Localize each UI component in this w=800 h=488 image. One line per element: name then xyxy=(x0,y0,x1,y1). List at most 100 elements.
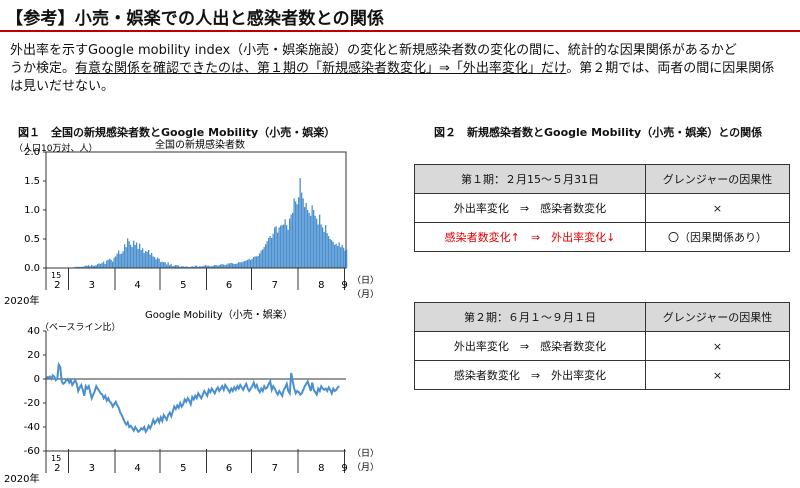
month-tick-label: 9 xyxy=(341,280,347,291)
case-bar xyxy=(164,262,166,268)
case-bar xyxy=(307,210,309,268)
case-bar xyxy=(260,250,262,268)
table-header-causality: グレンジャーの因果性 xyxy=(645,302,790,332)
case-bar xyxy=(149,254,151,268)
case-bar xyxy=(100,263,102,268)
case-bar xyxy=(275,226,277,268)
case-bar xyxy=(127,238,129,268)
case-bar xyxy=(320,224,322,268)
case-bar xyxy=(329,239,331,268)
case-bar xyxy=(155,259,157,268)
case-bar xyxy=(335,243,337,268)
case-bar xyxy=(178,265,180,268)
case-bar xyxy=(341,244,343,268)
month-tick-label: 8 xyxy=(318,463,324,474)
case-bar xyxy=(259,253,261,268)
case-bar xyxy=(278,227,280,268)
case-bar xyxy=(94,265,96,268)
case-bar xyxy=(218,265,220,268)
case-bar xyxy=(302,198,304,268)
case-bar xyxy=(103,261,105,268)
case-bar xyxy=(197,266,199,268)
table-cell-result: × xyxy=(645,331,790,361)
case-bar xyxy=(262,249,264,268)
case-bar xyxy=(121,253,123,268)
month-tick-label: 3 xyxy=(89,280,95,291)
case-bar xyxy=(299,178,301,268)
case-bar xyxy=(173,265,175,268)
case-bar xyxy=(176,265,178,268)
case-bar xyxy=(245,260,247,268)
case-bar xyxy=(179,266,181,268)
case-bar xyxy=(230,262,232,268)
case-bar xyxy=(250,259,252,268)
y-tick-label: 20 xyxy=(27,350,40,361)
case-bar xyxy=(83,266,85,268)
case-bar xyxy=(98,263,100,268)
case-bar xyxy=(251,258,253,268)
case-bar xyxy=(82,266,84,268)
table-row: 感染者数変化 ⇒ 外出率変化 × xyxy=(414,360,790,390)
title-divider xyxy=(0,30,800,32)
intro-line-2-c: 。第２期では、両者の間に因果関係 xyxy=(566,61,775,76)
case-bar xyxy=(184,266,186,268)
y-tick-label: 1.0 xyxy=(24,205,40,216)
case-bar xyxy=(163,262,165,268)
case-bar xyxy=(319,214,321,268)
case-bar xyxy=(200,266,202,268)
month-tick-label: 7 xyxy=(272,280,278,291)
case-bar xyxy=(220,264,222,268)
case-bar xyxy=(143,252,145,268)
case-bar xyxy=(97,263,99,268)
figure1-title: 図１ 全国の新規感染者数とGoogle Mobility（小売・娯楽） xyxy=(18,126,336,139)
case-bar xyxy=(296,204,298,268)
case-bar xyxy=(254,256,256,268)
case-bar xyxy=(247,259,249,268)
case-bar xyxy=(295,201,297,268)
case-bar xyxy=(112,261,114,268)
case-bar xyxy=(122,251,124,268)
month-tick-label: 4 xyxy=(134,280,140,291)
intro-key-finding: 有意な関係を確認できたのは、第１期の「新規感染者数変化」⇒「外出率変化」だけ xyxy=(75,61,567,76)
case-bar xyxy=(340,247,342,268)
month-tick-label: 8 xyxy=(318,280,324,291)
month-tick-label: 4 xyxy=(134,463,140,474)
cases-chart-title: 全国の新規感染者数 xyxy=(155,138,245,151)
case-bar xyxy=(301,192,303,268)
case-bar xyxy=(116,253,118,268)
case-bar xyxy=(310,215,312,268)
case-bar xyxy=(268,237,270,268)
case-bar xyxy=(298,197,300,268)
case-bar xyxy=(266,241,268,268)
granger-table-period1: 第１期：２月15～５月31日 グレンジャーの因果性 外出率変化 ⇒ 感染者数変化… xyxy=(414,164,790,252)
figure2-title: 図２ 新規感染者数とGoogle Mobility（小売・娯楽）との関係 xyxy=(434,126,763,139)
case-bar xyxy=(263,247,265,268)
case-bar xyxy=(274,227,276,268)
case-bar xyxy=(317,224,319,268)
case-bar xyxy=(188,266,190,268)
case-bar xyxy=(334,244,336,268)
cases-day-unit: （日） xyxy=(352,275,379,286)
case-bar xyxy=(88,265,90,268)
case-bar xyxy=(169,265,171,268)
case-bar xyxy=(239,262,241,268)
table-row: 外出率変化 ⇒ 感染者数変化 × xyxy=(414,193,790,223)
table-header-row: 第１期：２月15～５月31日 グレンジャーの因果性 xyxy=(414,164,790,194)
case-bar xyxy=(257,255,259,268)
case-bar xyxy=(196,265,198,268)
y-tick-label: 2.0 xyxy=(24,147,40,158)
y-tick-label: 40 xyxy=(27,326,40,337)
case-bar xyxy=(322,227,324,268)
table-cell-relation-significant: 感染者数変化↑ ⇒ 外出率変化↓ xyxy=(414,222,646,252)
mobility-chart-title: Google Mobility（小売・娯楽） xyxy=(145,308,293,321)
case-bar xyxy=(217,265,219,268)
case-bar xyxy=(271,237,273,268)
case-bar xyxy=(187,266,189,268)
case-bar xyxy=(145,251,147,268)
case-bar xyxy=(280,225,282,268)
case-bar xyxy=(133,240,135,268)
case-bar xyxy=(325,225,327,268)
case-bar xyxy=(76,266,78,268)
table-cell-relation: 感染者数変化 ⇒ 外出率変化 xyxy=(414,360,646,390)
case-bar xyxy=(265,244,267,268)
